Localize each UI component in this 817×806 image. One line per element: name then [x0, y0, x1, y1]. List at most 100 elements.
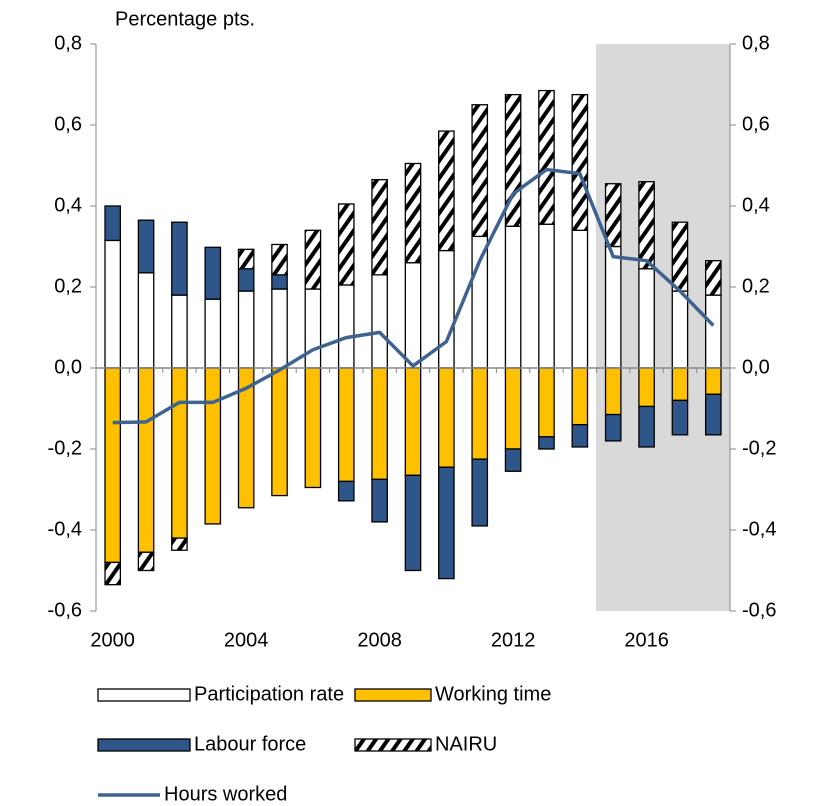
- y-tick-label: 0,0: [54, 356, 82, 378]
- bar: [337, 203, 355, 286]
- y-tick-label: -0,2: [48, 437, 82, 459]
- bar: [504, 93, 522, 227]
- line: [112, 167, 715, 425]
- legend-label: Labour force: [194, 733, 306, 755]
- bar: [371, 478, 388, 523]
- bar: [104, 367, 122, 564]
- y2-tick-label: 0,6: [742, 113, 770, 135]
- bar: [638, 181, 655, 270]
- bar: [471, 458, 489, 527]
- bar: [204, 367, 222, 525]
- bar: [471, 104, 489, 238]
- legend-label: Hours worked: [164, 783, 287, 805]
- legend-swatch: [97, 688, 191, 702]
- bar: [271, 243, 288, 276]
- bar: [137, 219, 155, 274]
- y2-tick-label: -0,6: [742, 599, 776, 621]
- bar: [704, 294, 722, 369]
- bar: [671, 399, 689, 436]
- bar: [471, 367, 489, 460]
- y2-tick-label: 0,8: [742, 32, 770, 54]
- bar: [171, 221, 188, 296]
- bar: [704, 393, 722, 436]
- bar: [438, 130, 455, 252]
- bar: [571, 367, 589, 426]
- bar: [304, 367, 322, 489]
- bar: [271, 288, 288, 369]
- bar: [404, 162, 422, 264]
- bar: [604, 245, 622, 369]
- y2-tick-label: 0,0: [742, 356, 770, 378]
- bar: [137, 367, 155, 553]
- bar: [538, 436, 555, 450]
- bar: [438, 249, 455, 369]
- bar: [404, 262, 422, 369]
- bar: [337, 480, 355, 502]
- bar: [371, 274, 388, 369]
- bar: [237, 248, 255, 270]
- bar: [604, 183, 622, 248]
- bar: [171, 294, 188, 369]
- bar: [137, 551, 155, 572]
- y-tick-label: 0,8: [54, 32, 82, 54]
- y-tick-label: 0,6: [54, 113, 82, 135]
- legend-swatch: [354, 688, 432, 702]
- bar: [604, 413, 622, 442]
- bar: [571, 93, 589, 231]
- bar: [171, 367, 188, 539]
- x-tick-label: 2012: [491, 629, 536, 651]
- y-tick-label: -0,6: [48, 599, 82, 621]
- bar: [671, 367, 689, 402]
- legend-label: Working time: [435, 683, 551, 705]
- bar: [538, 223, 555, 369]
- y-tick-label: -0,4: [48, 518, 82, 540]
- bar: [204, 246, 222, 300]
- bar: [538, 367, 555, 438]
- legend-label: NAIRU: [435, 733, 497, 755]
- bar: [371, 179, 388, 276]
- y-tick-label: 0,4: [54, 194, 82, 216]
- bar: [104, 561, 122, 586]
- x-tick-label: 2016: [624, 629, 669, 651]
- bar: [237, 268, 255, 292]
- bar: [404, 474, 422, 572]
- bar: [137, 272, 155, 369]
- bar: [271, 274, 288, 290]
- x-tick-label: 2000: [90, 629, 135, 651]
- chart-title: Percentage pts.: [115, 8, 255, 30]
- bar: [438, 367, 455, 468]
- bar: [204, 298, 222, 369]
- bar: [438, 466, 455, 580]
- bar: [671, 221, 689, 292]
- y2-tick-label: -0,4: [742, 518, 776, 540]
- bar: [104, 205, 122, 242]
- bar: [504, 367, 522, 450]
- bar: [704, 367, 722, 395]
- bar: [638, 268, 655, 369]
- bar: [504, 448, 522, 472]
- bar: [104, 239, 122, 369]
- bar: [404, 367, 422, 476]
- bar: [271, 367, 288, 497]
- bar: [337, 284, 355, 369]
- bar: [571, 229, 589, 369]
- bar: [371, 367, 388, 481]
- bar: [638, 405, 655, 448]
- bar: [671, 290, 689, 369]
- bar: [471, 235, 489, 369]
- bar: [171, 537, 188, 551]
- y2-tick-label: 0,4: [742, 194, 770, 216]
- bar: [638, 367, 655, 408]
- bar: [504, 225, 522, 369]
- bar: [304, 288, 322, 369]
- bar: [604, 367, 622, 416]
- bar: [304, 229, 322, 290]
- bar: [337, 367, 355, 483]
- bar: [704, 260, 722, 296]
- bar: [571, 424, 589, 448]
- legend-swatch: [97, 738, 191, 752]
- y-tick-label: 0,2: [54, 275, 82, 297]
- x-tick-label: 2004: [224, 629, 269, 651]
- y2-tick-label: 0,2: [742, 275, 770, 297]
- bar: [538, 89, 555, 225]
